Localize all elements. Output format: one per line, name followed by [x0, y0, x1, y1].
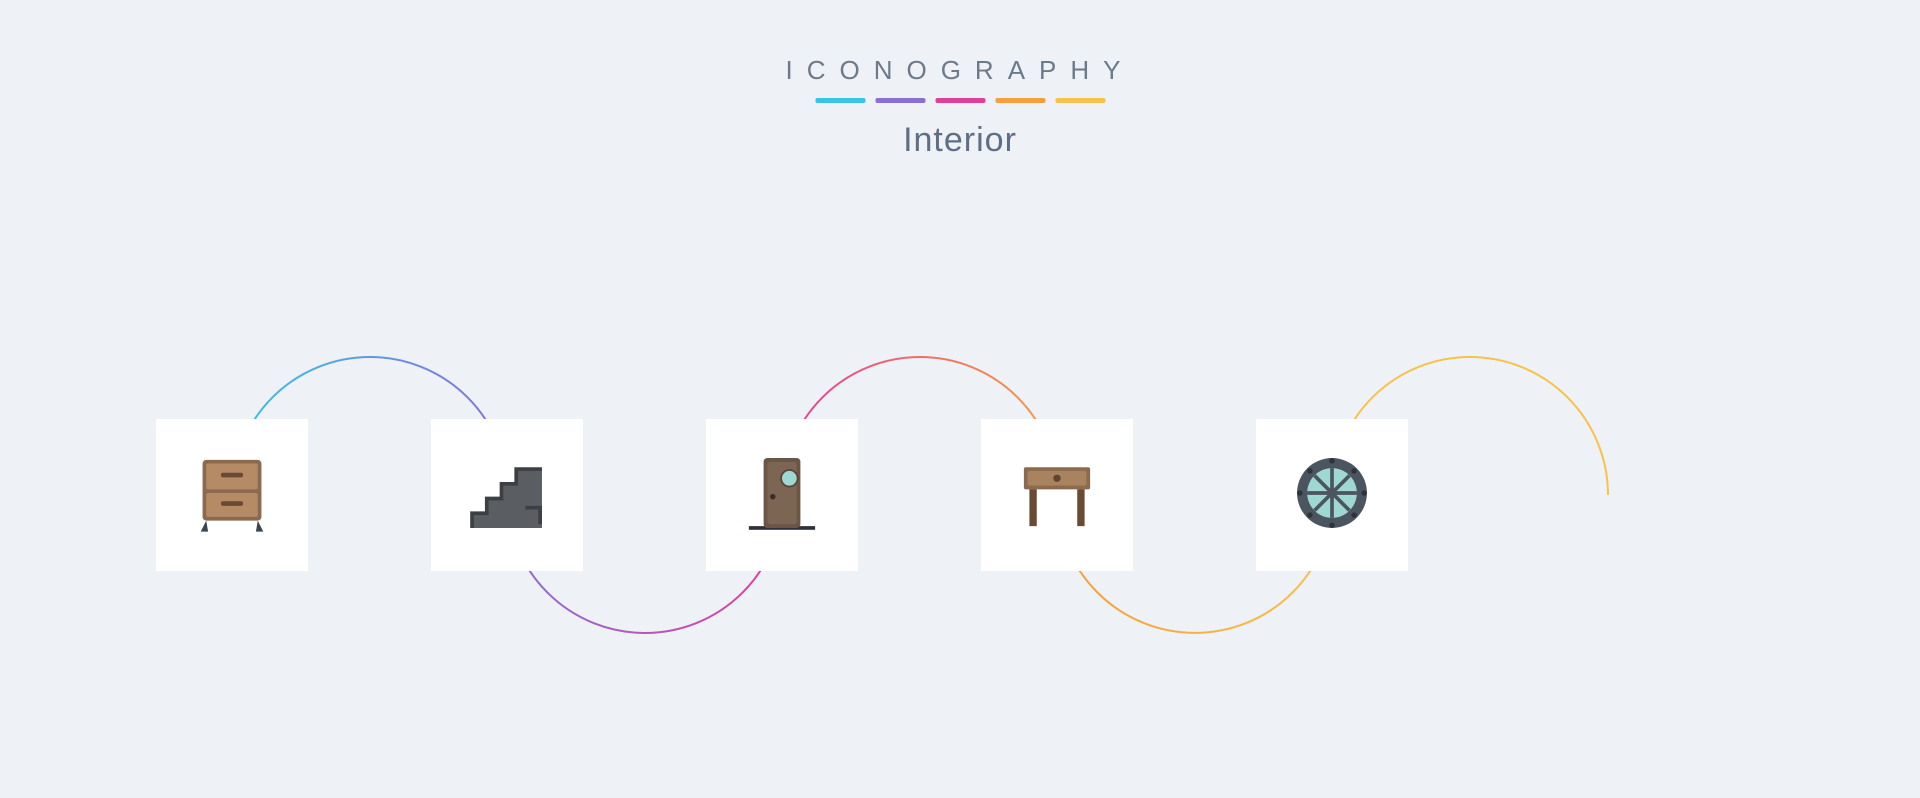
icon-tiles — [0, 0, 1920, 798]
stairs-tile — [431, 419, 583, 571]
drawer-tile — [156, 419, 308, 571]
door-icon — [736, 447, 828, 544]
stairs-icon — [461, 447, 553, 544]
table-tile — [981, 419, 1133, 571]
porthole-tile — [1256, 419, 1408, 571]
porthole-icon — [1286, 447, 1378, 544]
door-tile — [706, 419, 858, 571]
drawer-icon — [186, 447, 278, 544]
table-icon — [1011, 447, 1103, 544]
